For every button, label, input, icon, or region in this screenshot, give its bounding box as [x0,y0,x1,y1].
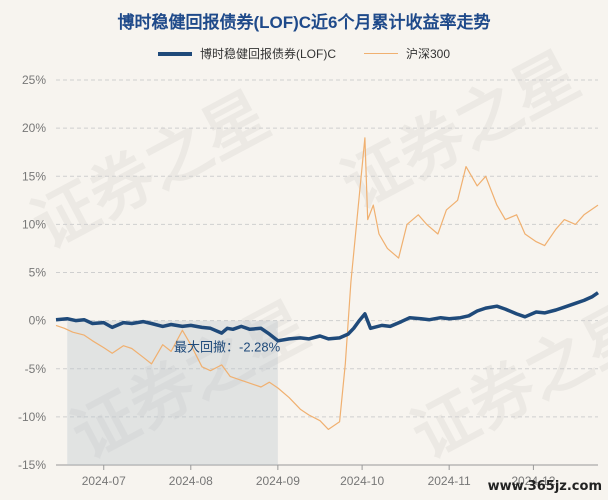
legend-label-csi300: 沪深300 [405,47,451,61]
y-tick-label: 5% [29,266,47,280]
chart-title: 博时稳健回报债券(LOF)C近6个月累计收益率走势 [117,13,491,32]
y-tick-label: 10% [22,217,46,231]
series-line-fund [55,291,600,343]
x-tick-label: 2024-07 [82,474,126,488]
y-tick-label: 0% [29,314,47,328]
y-tick-label: 15% [22,169,46,183]
y-tick-label: -5% [25,362,47,376]
y-tick-label: -15% [18,458,46,472]
x-tick-label: 2024-12 [511,474,555,488]
site-watermark: www.365jz.com [487,479,602,494]
y-tick-label: 25% [22,73,46,87]
max-drawdown-region [67,320,278,465]
legend-item-csi300[interactable]: 沪深300 [363,45,451,62]
legend-swatch-fund [157,51,192,56]
x-tick-label: 2024-09 [256,474,300,488]
legend-item-fund[interactable]: 博时稳健回报债券(LOF)C [157,45,336,62]
x-tick-label: 2024-08 [169,474,213,488]
x-tick-label: 2024-10 [340,474,384,488]
x-tick-label: 2024-11 [428,474,471,488]
legend: 博时稳健回报债券(LOF)C 沪深300 [0,45,608,62]
max-drawdown-label: 最大回撤：-2.28% [174,339,281,354]
legend-swatch-csi300 [363,53,398,54]
legend-label-fund: 博时稳健回报债券(LOF)C [199,47,336,61]
series-line-csi300 [55,137,599,430]
y-tick-label: -10% [18,410,46,424]
y-tick-label: 20% [22,121,46,135]
